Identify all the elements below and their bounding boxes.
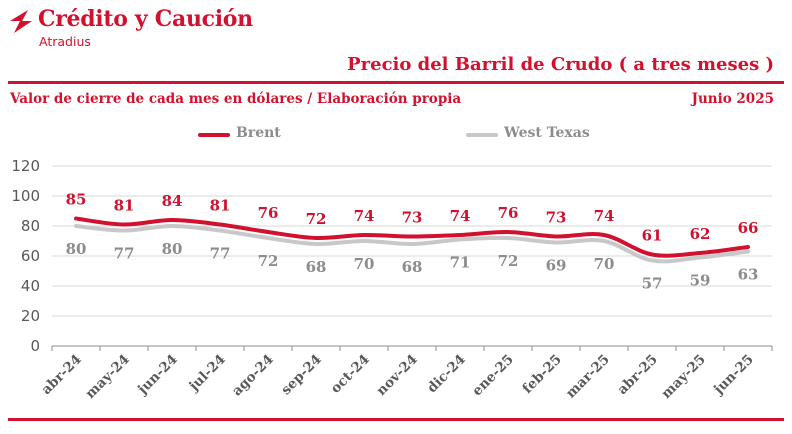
x-tick-label: sep-24 bbox=[278, 352, 325, 399]
data-label-west-texas: 80 bbox=[66, 240, 87, 258]
header-divider bbox=[8, 81, 784, 84]
data-label-west-texas: 57 bbox=[642, 275, 663, 293]
data-label-west-texas: 70 bbox=[594, 255, 615, 273]
x-tick-label: ene-25 bbox=[469, 352, 517, 400]
data-label-west-texas: 72 bbox=[498, 252, 519, 270]
data-label-west-texas: 80 bbox=[162, 240, 183, 258]
data-label-west-texas: 70 bbox=[354, 255, 375, 273]
y-tick-label: 40 bbox=[21, 277, 40, 295]
data-label-brent: 73 bbox=[402, 209, 423, 227]
footer-divider bbox=[8, 418, 784, 421]
x-tick-label: abr-25 bbox=[614, 352, 660, 398]
data-label-brent: 66 bbox=[738, 219, 759, 237]
data-label-brent: 81 bbox=[210, 197, 231, 215]
x-tick-label: jun-25 bbox=[710, 352, 757, 399]
data-label-west-texas: 77 bbox=[114, 245, 135, 263]
y-tick-label: 100 bbox=[11, 187, 40, 205]
x-tick-label: may-25 bbox=[658, 352, 708, 402]
legend-swatch-brent bbox=[198, 133, 230, 137]
data-label-brent: 76 bbox=[258, 204, 279, 222]
data-label-west-texas: 77 bbox=[210, 245, 231, 263]
y-tick-label: 120 bbox=[11, 157, 40, 175]
legend-swatch-west-texas bbox=[466, 133, 498, 137]
y-tick-label: 0 bbox=[30, 337, 40, 355]
y-tick-label: 60 bbox=[21, 247, 40, 265]
data-label-brent: 74 bbox=[354, 207, 375, 225]
x-tick-label: nov-24 bbox=[373, 352, 420, 399]
series-line-brent bbox=[74, 216, 750, 258]
data-label-brent: 84 bbox=[162, 192, 183, 210]
legend-label-brent: Brent bbox=[236, 125, 281, 141]
data-label-west-texas: 63 bbox=[738, 266, 759, 284]
data-label-brent: 85 bbox=[66, 191, 87, 209]
data-label-brent: 74 bbox=[594, 207, 615, 225]
brand-logo: Crédito y Caución Atradius bbox=[8, 4, 278, 50]
chart-title: Precio del Barril de Crudo ( a tres mese… bbox=[347, 54, 774, 75]
data-label-west-texas: 72 bbox=[258, 252, 279, 270]
x-tick-label: jul-24 bbox=[186, 352, 229, 395]
data-label-brent: 72 bbox=[306, 210, 327, 228]
data-label-west-texas: 68 bbox=[402, 258, 423, 276]
data-label-brent: 76 bbox=[498, 204, 519, 222]
data-label-brent: 73 bbox=[546, 209, 567, 227]
x-tick-label: ago-24 bbox=[229, 352, 277, 400]
brand-name: Crédito y Caución bbox=[38, 6, 253, 32]
chart-subtitle: Valor de cierre de cada mes en dólares /… bbox=[10, 91, 462, 107]
series-line-west-texas bbox=[74, 224, 750, 264]
report-date: Junio 2025 bbox=[691, 91, 774, 107]
brand-subname: Atradius bbox=[39, 34, 91, 49]
x-tick-label: abr-24 bbox=[38, 352, 84, 398]
brand-mark-icon bbox=[10, 10, 32, 33]
x-tick-label: mar-25 bbox=[563, 352, 613, 402]
y-tick-label: 80 bbox=[21, 217, 40, 235]
y-tick-label: 20 bbox=[21, 307, 40, 325]
legend-label-west-texas: West Texas bbox=[504, 125, 590, 141]
data-label-brent: 62 bbox=[690, 225, 711, 243]
data-label-brent: 74 bbox=[450, 207, 471, 225]
data-label-west-texas: 59 bbox=[690, 272, 711, 290]
data-label-west-texas: 71 bbox=[450, 254, 471, 272]
data-label-brent: 61 bbox=[642, 227, 663, 245]
x-tick-label: dic-24 bbox=[424, 352, 469, 397]
x-tick-label: feb-25 bbox=[519, 352, 564, 397]
x-tick-label: jun-24 bbox=[134, 352, 181, 399]
x-tick-label: oct-24 bbox=[328, 352, 373, 397]
data-label-west-texas: 69 bbox=[546, 257, 567, 275]
data-label-brent: 81 bbox=[114, 197, 135, 215]
data-label-west-texas: 68 bbox=[306, 258, 327, 276]
x-tick-label: may-24 bbox=[82, 352, 132, 402]
